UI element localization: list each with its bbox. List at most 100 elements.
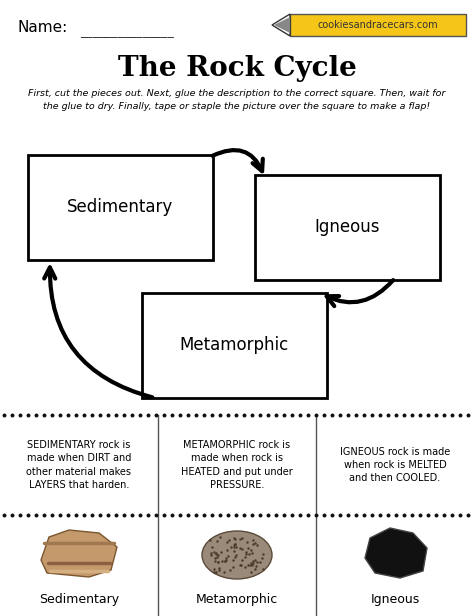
Point [168, 410, 176, 420]
Point [120, 410, 128, 420]
Point [216, 410, 224, 420]
Point [248, 510, 256, 520]
Point [448, 510, 456, 520]
Point [40, 510, 48, 520]
Point [440, 510, 448, 520]
Bar [28, 155, 213, 260]
Point [152, 510, 160, 520]
Point [88, 510, 96, 520]
Point [96, 410, 104, 420]
Point [216, 510, 224, 520]
Text: cookiesandracecars.com: cookiesandracecars.com [318, 20, 438, 30]
Polygon shape [272, 14, 290, 36]
Point [440, 410, 448, 420]
Point [224, 410, 232, 420]
Text: Sedimentary: Sedimentary [67, 198, 173, 216]
Point [360, 410, 368, 420]
Text: IGNEOUS rock is made
when rock is MELTED
and then COOLED.: IGNEOUS rock is made when rock is MELTED… [340, 447, 450, 483]
Point [320, 510, 328, 520]
Point [432, 510, 440, 520]
Point [304, 510, 312, 520]
Point [224, 510, 232, 520]
Point [312, 510, 320, 520]
Point [16, 510, 24, 520]
Point [256, 510, 264, 520]
Point [280, 510, 288, 520]
Bar [290, 14, 466, 36]
Point [288, 410, 296, 420]
Point [432, 410, 440, 420]
Polygon shape [41, 530, 117, 577]
Point [448, 410, 456, 420]
Point [80, 410, 88, 420]
Polygon shape [274, 17, 290, 33]
Bar [255, 175, 440, 280]
Point [32, 510, 40, 520]
Point [248, 410, 256, 420]
Point [192, 410, 200, 420]
Point [16, 410, 24, 420]
Point [184, 410, 192, 420]
Point [128, 410, 136, 420]
Point [8, 510, 16, 520]
Point [64, 410, 72, 420]
Point [168, 510, 176, 520]
Point [136, 410, 144, 420]
Point [424, 410, 432, 420]
Point [40, 410, 48, 420]
Point [296, 510, 304, 520]
Point [96, 510, 104, 520]
Text: Igneous: Igneous [370, 593, 419, 607]
Point [408, 410, 416, 420]
Point [0, 510, 8, 520]
Text: METAMORPHIC rock is
made when rock is
HEATED and put under
PRESSURE.: METAMORPHIC rock is made when rock is HE… [181, 440, 293, 490]
Point [104, 410, 112, 420]
Point [376, 510, 384, 520]
Point [160, 510, 168, 520]
Point [320, 410, 328, 420]
Text: The Rock Cycle: The Rock Cycle [118, 54, 356, 81]
Point [112, 510, 120, 520]
Point [360, 510, 368, 520]
Point [152, 410, 160, 420]
Point [400, 410, 408, 420]
Point [344, 510, 352, 520]
Point [408, 510, 416, 520]
Point [336, 410, 344, 420]
Point [392, 410, 400, 420]
Point [72, 410, 80, 420]
Point [48, 410, 56, 420]
Point [416, 410, 424, 420]
Text: _______________: _______________ [80, 25, 174, 38]
Point [328, 510, 336, 520]
Point [24, 510, 32, 520]
Point [368, 510, 376, 520]
Point [424, 510, 432, 520]
Point [296, 410, 304, 420]
Point [88, 410, 96, 420]
Point [176, 510, 184, 520]
Point [368, 410, 376, 420]
Point [0, 410, 8, 420]
Point [400, 510, 408, 520]
Point [208, 410, 216, 420]
Polygon shape [365, 528, 427, 578]
Bar [142, 293, 327, 398]
Point [56, 510, 64, 520]
Point [336, 510, 344, 520]
Point [352, 410, 360, 420]
Point [208, 510, 216, 520]
Text: Igneous: Igneous [315, 219, 380, 237]
Point [128, 510, 136, 520]
Point [160, 410, 168, 420]
Point [280, 410, 288, 420]
Point [240, 410, 248, 420]
Point [464, 410, 472, 420]
Point [264, 410, 272, 420]
Point [376, 410, 384, 420]
Point [200, 510, 208, 520]
Text: SEDIMENTARY rock is
made when DIRT and
other material makes
LAYERS that harden.: SEDIMENTARY rock is made when DIRT and o… [27, 440, 131, 490]
Point [464, 510, 472, 520]
Text: Metamorphic: Metamorphic [196, 593, 278, 607]
Point [328, 410, 336, 420]
